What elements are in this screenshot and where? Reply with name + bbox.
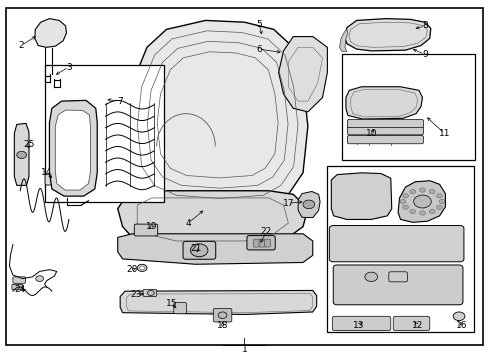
FancyBboxPatch shape — [332, 265, 462, 305]
Text: 15: 15 — [165, 299, 177, 308]
FancyBboxPatch shape — [388, 272, 407, 282]
Polygon shape — [330, 173, 391, 220]
FancyBboxPatch shape — [346, 127, 423, 135]
Text: 22: 22 — [260, 228, 271, 237]
Polygon shape — [339, 30, 347, 51]
Text: 10: 10 — [365, 129, 376, 138]
FancyBboxPatch shape — [183, 241, 215, 259]
Polygon shape — [298, 192, 320, 218]
Text: 2: 2 — [19, 41, 24, 50]
Ellipse shape — [140, 266, 144, 270]
FancyBboxPatch shape — [329, 226, 463, 262]
Ellipse shape — [428, 209, 434, 213]
FancyBboxPatch shape — [253, 239, 259, 247]
Ellipse shape — [190, 244, 207, 257]
Polygon shape — [118, 234, 312, 264]
Text: 1: 1 — [241, 345, 247, 354]
FancyBboxPatch shape — [134, 224, 158, 236]
Text: 4: 4 — [185, 219, 191, 228]
FancyBboxPatch shape — [327, 166, 473, 332]
Ellipse shape — [137, 264, 147, 271]
Ellipse shape — [303, 200, 314, 209]
FancyBboxPatch shape — [341, 54, 474, 160]
Ellipse shape — [218, 312, 226, 319]
Text: 24: 24 — [15, 285, 26, 294]
FancyBboxPatch shape — [173, 303, 186, 314]
FancyBboxPatch shape — [259, 239, 264, 247]
Text: 12: 12 — [411, 321, 423, 330]
FancyBboxPatch shape — [143, 289, 157, 297]
Ellipse shape — [36, 276, 43, 282]
FancyBboxPatch shape — [346, 135, 423, 144]
Polygon shape — [278, 37, 327, 112]
FancyBboxPatch shape — [44, 65, 163, 202]
Ellipse shape — [436, 194, 441, 198]
Polygon shape — [49, 100, 97, 196]
Polygon shape — [345, 87, 422, 119]
FancyBboxPatch shape — [392, 316, 429, 330]
FancyBboxPatch shape — [264, 239, 270, 247]
Ellipse shape — [409, 209, 415, 213]
Text: 8: 8 — [421, 21, 427, 30]
FancyBboxPatch shape — [331, 316, 390, 330]
Ellipse shape — [147, 291, 154, 296]
Text: 23: 23 — [130, 289, 142, 298]
FancyBboxPatch shape — [12, 284, 22, 290]
FancyBboxPatch shape — [213, 309, 231, 322]
FancyBboxPatch shape — [13, 277, 25, 283]
Ellipse shape — [17, 151, 26, 158]
Text: 6: 6 — [256, 45, 262, 54]
Ellipse shape — [419, 188, 425, 192]
Text: 20: 20 — [126, 265, 138, 274]
Ellipse shape — [428, 189, 434, 194]
Text: 7: 7 — [117, 96, 123, 105]
Ellipse shape — [413, 195, 430, 208]
Ellipse shape — [452, 312, 464, 320]
Text: 21: 21 — [190, 244, 201, 253]
Text: 18: 18 — [216, 321, 228, 330]
Text: 16: 16 — [455, 321, 466, 330]
Polygon shape — [397, 181, 445, 222]
Text: 14: 14 — [41, 168, 53, 177]
Ellipse shape — [409, 189, 415, 194]
Ellipse shape — [419, 211, 425, 215]
Polygon shape — [14, 123, 29, 185]
Text: 19: 19 — [146, 222, 157, 231]
FancyBboxPatch shape — [5, 8, 483, 345]
Text: 17: 17 — [282, 199, 294, 208]
Text: 11: 11 — [438, 129, 449, 138]
Polygon shape — [55, 110, 90, 190]
FancyBboxPatch shape — [246, 235, 275, 250]
Text: 9: 9 — [421, 50, 427, 59]
Ellipse shape — [436, 205, 441, 210]
Ellipse shape — [402, 205, 407, 210]
Ellipse shape — [438, 199, 444, 204]
Text: 5: 5 — [256, 19, 262, 28]
Polygon shape — [120, 291, 316, 315]
Ellipse shape — [364, 272, 377, 282]
FancyBboxPatch shape — [346, 120, 423, 128]
Ellipse shape — [399, 199, 405, 204]
FancyBboxPatch shape — [45, 174, 66, 185]
Text: 25: 25 — [23, 140, 35, 149]
Polygon shape — [35, 19, 66, 47]
Polygon shape — [344, 19, 430, 51]
Text: 3: 3 — [66, 63, 72, 72]
Ellipse shape — [402, 194, 407, 198]
Polygon shape — [127, 21, 307, 209]
Polygon shape — [118, 191, 307, 244]
Text: 13: 13 — [353, 321, 364, 330]
